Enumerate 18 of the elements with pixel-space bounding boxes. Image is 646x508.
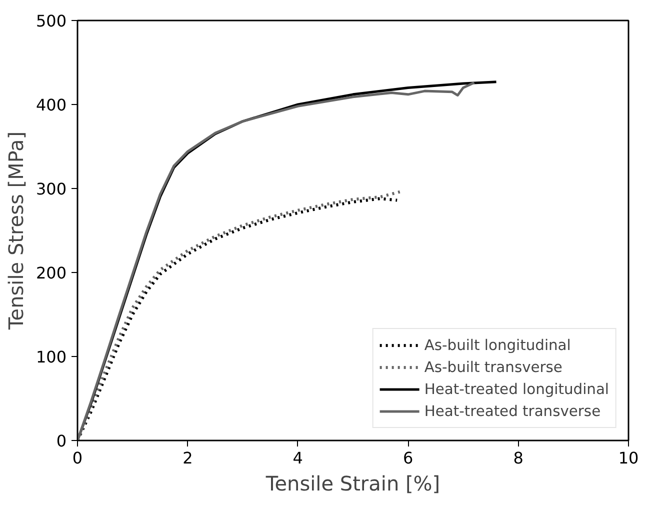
y-tick-label: 500 [36, 12, 67, 30]
legend-label: As-built longitudinal [424, 336, 571, 354]
x-tick-label: 0 [72, 448, 83, 468]
y-tick-label: 100 [36, 348, 67, 366]
legend-label: As-built transverse [424, 358, 562, 376]
legend-label: Heat-treated transverse [424, 402, 601, 420]
y-tick-label: 400 [36, 96, 67, 114]
x-tick-label: 4 [292, 448, 303, 468]
y-tick-label: 300 [36, 180, 67, 198]
x-axis-title: Tensile Strain [%] [264, 472, 440, 496]
x-tick-label: 2 [182, 448, 193, 468]
y-tick-label: 0 [56, 432, 67, 450]
y-axis-title: Tensile Stress [MPa] [4, 131, 28, 331]
y-tick-label: 200 [36, 264, 67, 282]
legend-label: Heat-treated longitudinal [424, 380, 609, 398]
x-tick-label: 8 [513, 448, 524, 468]
x-tick-label: 10 [618, 448, 639, 468]
x-tick-label: 6 [403, 448, 414, 468]
